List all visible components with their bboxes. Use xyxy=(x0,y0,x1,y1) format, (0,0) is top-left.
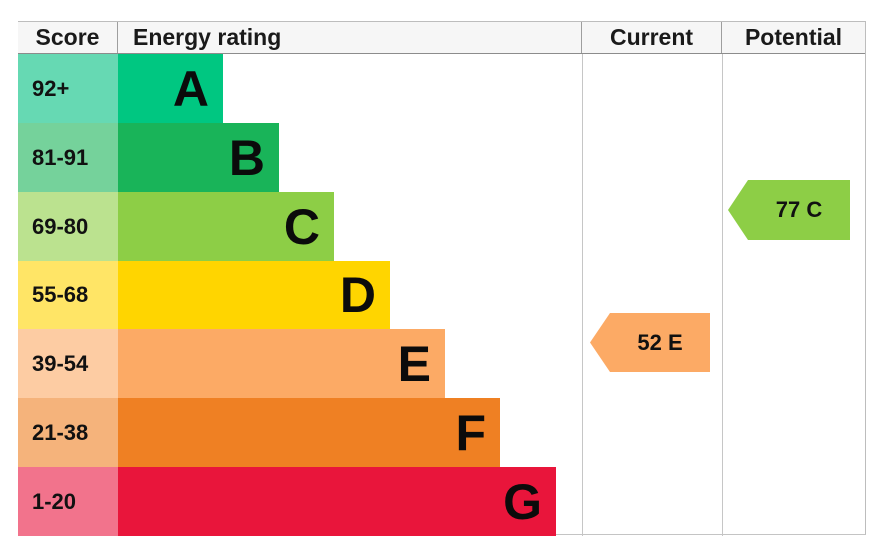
header-row: Score Energy rating Current Potential xyxy=(18,22,865,54)
band-row-e: 39-54 E xyxy=(18,329,865,398)
rating-letter-a: A xyxy=(172,60,209,117)
score-range-a: 92+ xyxy=(18,54,118,123)
rating-bar-a: A xyxy=(118,54,223,123)
rating-bar-c: C xyxy=(118,192,334,261)
score-range-e: 39-54 xyxy=(18,329,118,398)
rating-letter-c: C xyxy=(283,198,320,255)
score-range-b: 81-91 xyxy=(18,123,118,192)
rating-bar-f: F xyxy=(118,398,500,467)
band-row-b: 81-91 B xyxy=(18,123,865,192)
bands: 92+ A 81-91 B 69-80 C 55-68 D 39-54 E 21-38 F 1-20 G xyxy=(18,54,865,536)
rating-letter-d: D xyxy=(339,267,376,323)
rating-letter-f: F xyxy=(455,404,486,461)
rating-bar-e: E xyxy=(118,329,445,398)
potential-arrow-label: 77 C xyxy=(775,197,823,222)
rating-bar-g: G xyxy=(118,467,556,536)
score-range-d: 55-68 xyxy=(18,261,118,329)
band-row-g: 1-20 G xyxy=(18,467,865,536)
current-arrow-label: 52 E xyxy=(637,329,683,355)
score-column-header: Score xyxy=(18,22,118,53)
score-range-g: 1-20 xyxy=(18,467,118,536)
potential-column-left-divider xyxy=(722,22,723,536)
current-column-left-divider xyxy=(582,22,583,536)
band-row-d: 55-68 D xyxy=(18,261,865,329)
rating-letter-b: B xyxy=(228,129,265,186)
current-arrow: 52 E xyxy=(590,313,710,372)
epc-table: Score Energy rating Current Potential 92… xyxy=(18,21,866,536)
band-row-a: 92+ A xyxy=(18,54,865,123)
score-range-c: 69-80 xyxy=(18,192,118,261)
rating-bar-d: D xyxy=(118,261,390,329)
potential-column-header: Potential xyxy=(744,24,843,50)
band-row-f: 21-38 F xyxy=(18,398,865,467)
potential-arrow: 77 C xyxy=(728,180,850,240)
score-range-f: 21-38 xyxy=(18,398,118,467)
rating-letter-e: E xyxy=(397,335,431,392)
current-column-header: Current xyxy=(582,22,722,53)
rating-bar-b: B xyxy=(118,123,279,192)
rating-letter-g: G xyxy=(503,473,542,530)
band-row-c: 69-80 C xyxy=(18,192,865,261)
energy-rating-column-header: Energy rating xyxy=(118,22,582,53)
